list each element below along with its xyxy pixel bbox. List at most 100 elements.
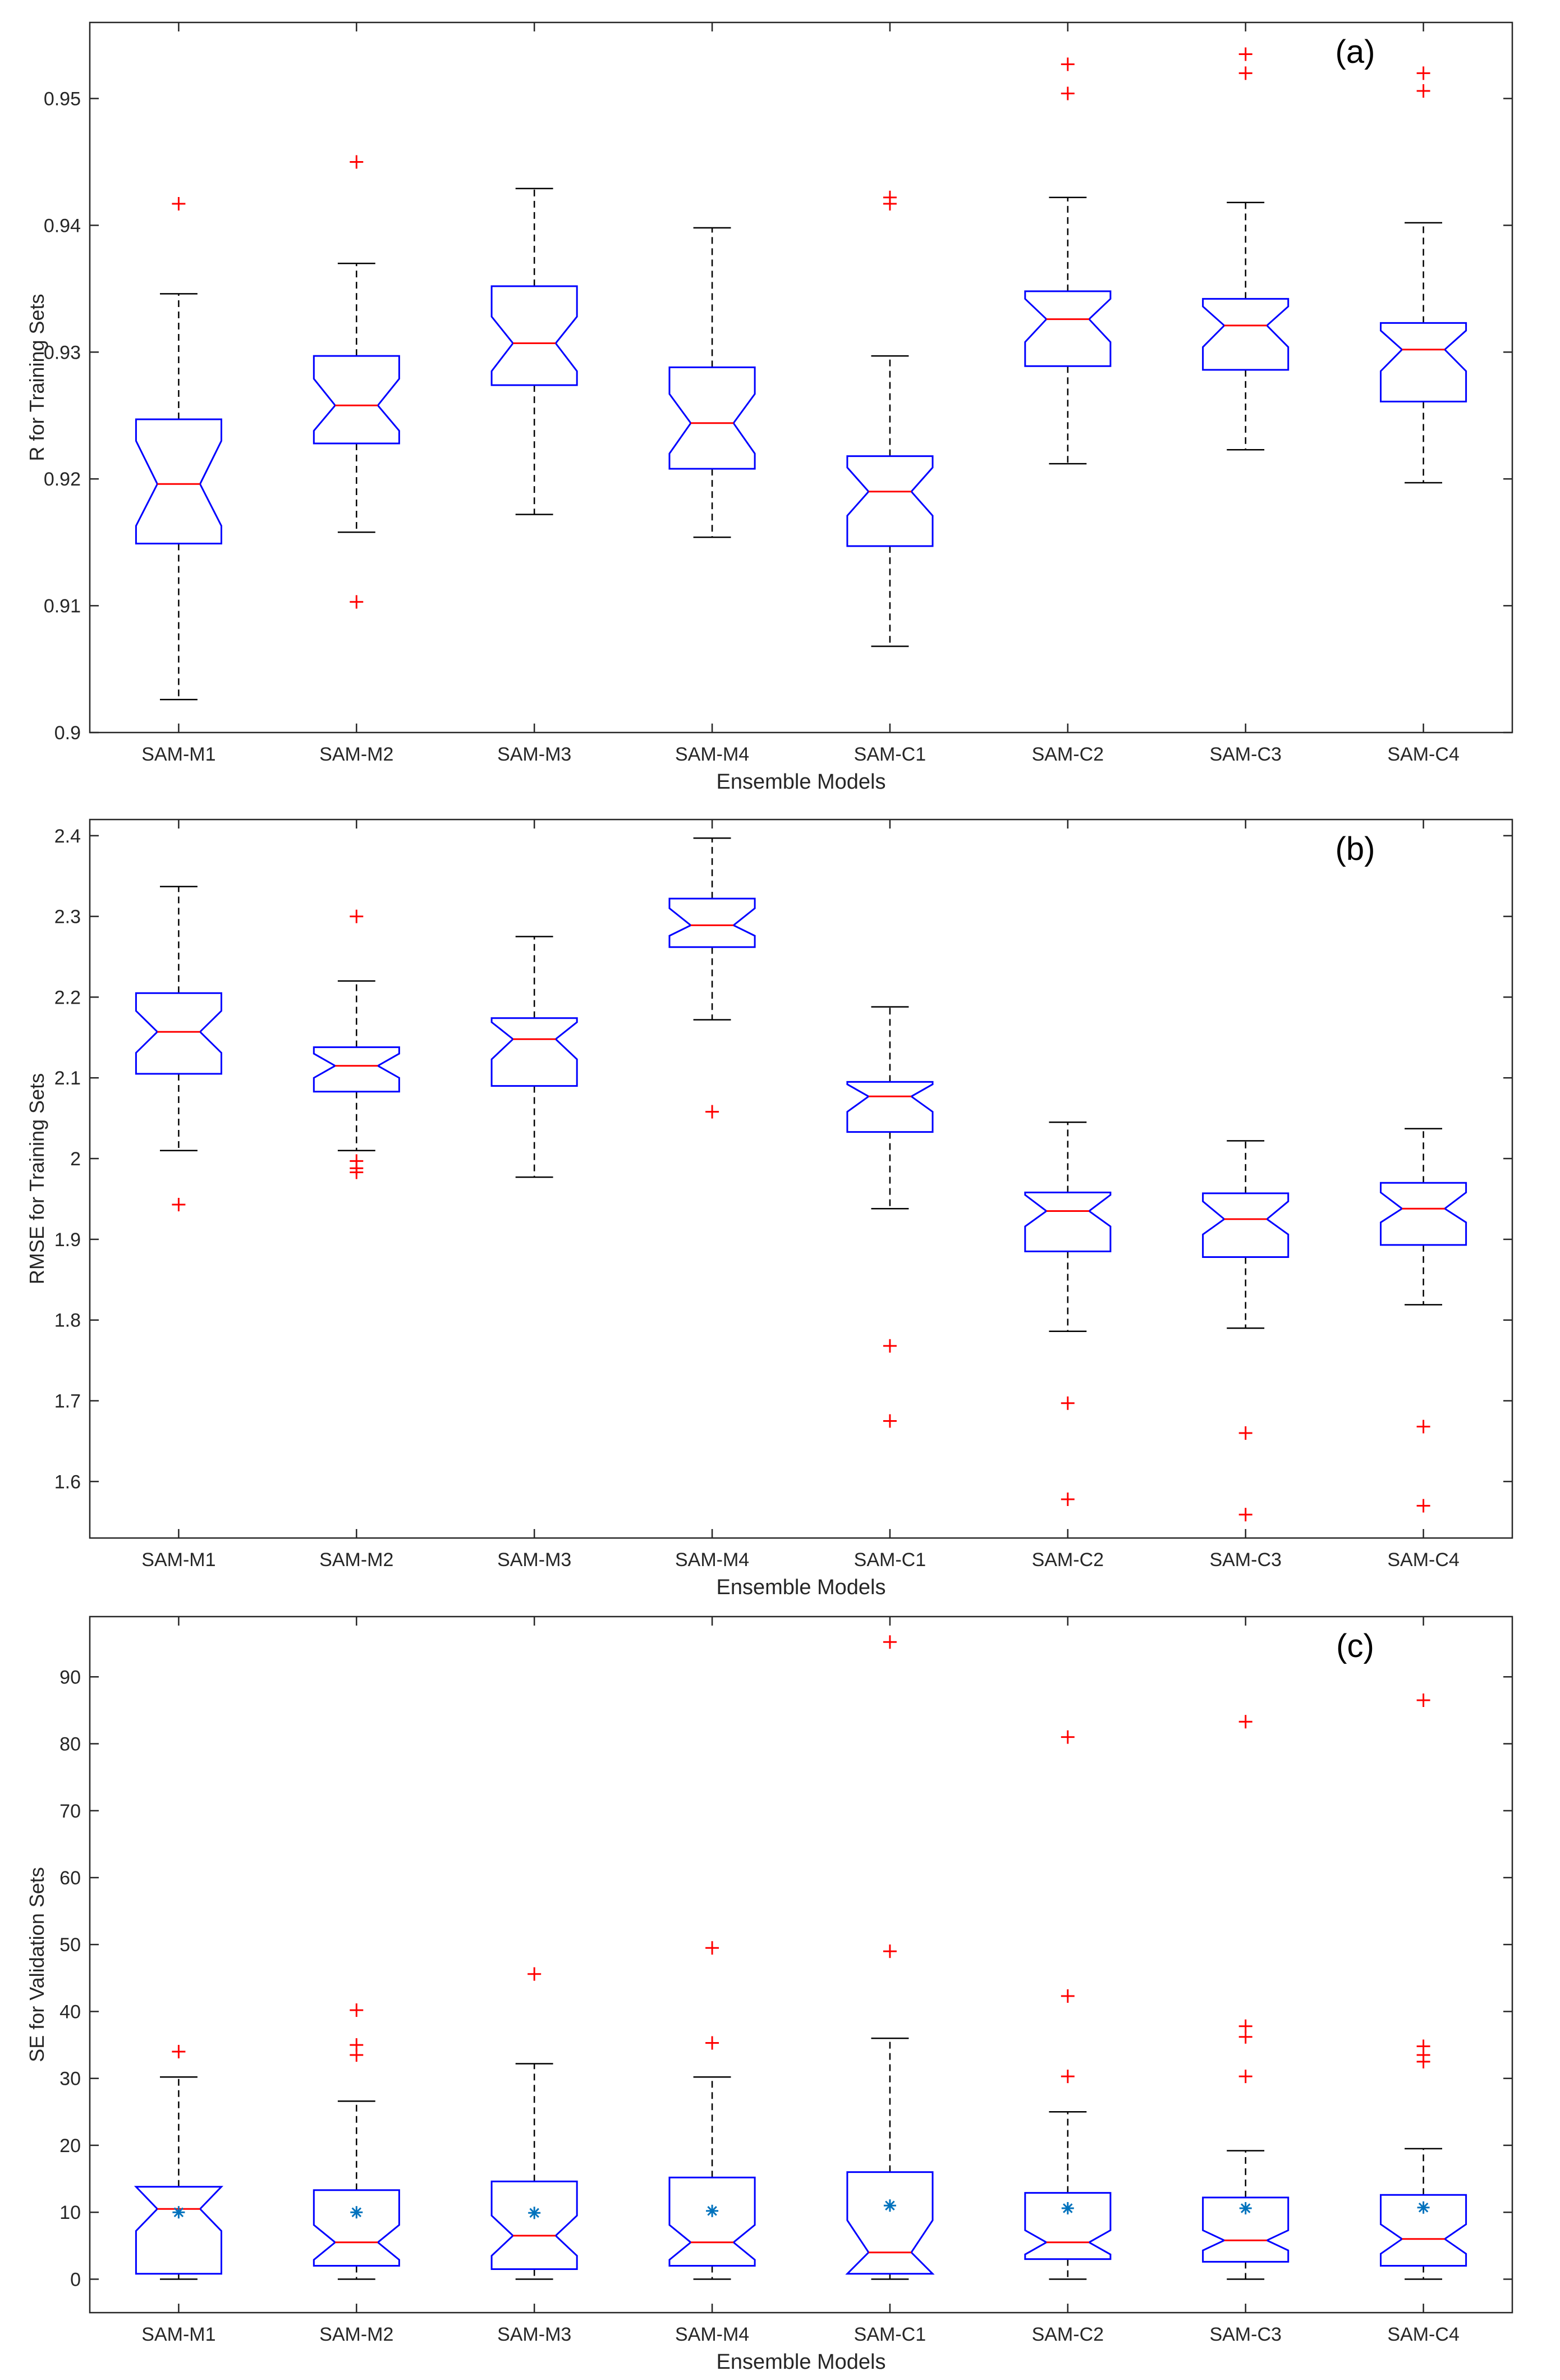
x-axis-label: Ensemble Models <box>716 770 885 794</box>
box-SAM-C1 <box>845 1635 935 2280</box>
outlier-point <box>527 1967 542 1981</box>
outlier-point <box>172 197 186 210</box>
box-SAM-M4 <box>668 1941 756 2280</box>
notched-box <box>845 2171 935 2275</box>
outlier-point <box>172 2045 186 2058</box>
outlier-point <box>883 1414 897 1428</box>
notched-box <box>1202 1192 1290 1258</box>
y-tick-label: 2.4 <box>54 826 81 847</box>
box-SAM-C2 <box>1024 1122 1112 1506</box>
outlier-point <box>1238 47 1252 61</box>
outlier-point <box>350 909 364 923</box>
x-tick-label: SAM-M1 <box>141 1549 215 1571</box>
box-SAM-M4 <box>668 227 756 538</box>
x-tick-label: SAM-M4 <box>675 2324 749 2345</box>
box-SAM-C4 <box>1380 1694 1467 2280</box>
mean-marker <box>1239 2202 1252 2214</box>
x-tick-label: SAM-C1 <box>854 1549 926 1571</box>
y-tick-label: 0.93 <box>44 342 81 363</box>
y-tick-label: 30 <box>59 2068 81 2090</box>
y-axis-label: SE for Validation Sets <box>25 1867 48 2062</box>
box-SAM-C3 <box>1202 1715 1290 2280</box>
box-SAM-M3 <box>490 936 578 1178</box>
x-tick-label: SAM-C4 <box>1387 2324 1459 2345</box>
outlier-point <box>1416 66 1430 80</box>
panel-label: (b) <box>1336 831 1375 867</box>
outlier-point <box>1238 2070 1252 2084</box>
panel-label: (a) <box>1336 34 1375 70</box>
outlier-point <box>1416 84 1430 98</box>
y-tick-label: 50 <box>59 1934 81 1956</box>
outlier-point <box>350 155 364 169</box>
mean-marker <box>1417 2201 1430 2214</box>
x-tick-label: SAM-M1 <box>141 744 215 765</box>
notched-box <box>668 366 756 470</box>
outlier-point <box>705 1941 719 1955</box>
box-SAM-M3 <box>490 1967 578 2280</box>
axes-frame <box>89 818 1513 1539</box>
x-tick-label: SAM-M2 <box>319 2324 393 2345</box>
outlier-point <box>1061 2070 1075 2084</box>
y-tick-label: 60 <box>59 1868 81 1889</box>
box-SAM-M2 <box>313 155 400 609</box>
box-SAM-M3 <box>490 187 578 515</box>
outlier-point <box>1238 2030 1252 2044</box>
notched-box <box>1202 2196 1290 2263</box>
outlier-point <box>705 1105 719 1119</box>
notched-box <box>1380 1182 1467 1246</box>
mean-marker-stroke <box>351 2207 362 2217</box>
mean-marker-stroke <box>885 2200 895 2210</box>
box-SAM-C4 <box>1380 1128 1467 1513</box>
outlier-point <box>705 2036 719 2050</box>
mean-marker <box>706 2204 719 2217</box>
x-tick-label: SAM-M3 <box>497 1549 571 1571</box>
box-SAM-M1 <box>135 886 222 1211</box>
notched-box <box>668 898 756 948</box>
y-axis-label: RMSE for Training Sets <box>25 1073 48 1284</box>
y-tick-label: 90 <box>59 1667 81 1688</box>
y-tick-label: 20 <box>59 2135 81 2157</box>
x-axis-label: Ensemble Models <box>716 2350 885 2374</box>
notched-box <box>846 1081 934 1133</box>
notched-box <box>1024 2192 1112 2260</box>
x-tick-label: SAM-M1 <box>141 2324 215 2345</box>
notched-box <box>313 1046 400 1093</box>
outlier-point <box>1238 66 1252 80</box>
y-tick-label: 10 <box>59 2202 81 2223</box>
box-SAM-C1 <box>846 190 934 647</box>
x-tick-label: SAM-C1 <box>854 2324 926 2345</box>
outlier-point <box>1416 2054 1430 2068</box>
box-SAM-C1 <box>846 1006 934 1428</box>
notched-box <box>1024 290 1112 367</box>
y-tick-label: 0.92 <box>44 469 81 490</box>
notched-box <box>1380 2194 1467 2267</box>
x-tick-label: SAM-M3 <box>497 744 571 765</box>
mean-marker-stroke <box>173 2207 184 2217</box>
x-tick-label: SAM-M2 <box>319 1549 393 1571</box>
x-tick-label: SAM-M3 <box>497 2324 571 2345</box>
outlier-point <box>883 1944 897 1958</box>
box-SAM-M1 <box>135 197 222 701</box>
mean-marker-stroke <box>1240 2203 1251 2213</box>
outlier-point <box>1061 57 1075 71</box>
chart-panel-3: 0 10 20 30 40 50 60 70 80 90 SAM-M1 SAM-M2 SAM-M3 SAM… <box>25 1615 1513 2374</box>
outlier-point <box>883 197 897 210</box>
y-tick-label: 1.9 <box>54 1229 81 1251</box>
outlier-point <box>1061 1730 1075 1744</box>
axes-frame <box>89 21 1513 734</box>
outlier-point <box>1238 1426 1252 1440</box>
notched-box <box>1202 298 1290 371</box>
x-tick-label: SAM-M4 <box>675 1549 749 1571</box>
outlier-point <box>1061 1396 1075 1410</box>
notched-box <box>490 285 578 386</box>
y-tick-label: 1.6 <box>54 1471 81 1493</box>
box-SAM-M1 <box>134 2045 224 2280</box>
x-tick-label: SAM-C3 <box>1209 2324 1281 2345</box>
box-SAM-C4 <box>1380 66 1467 484</box>
y-tick-label: 0 <box>70 2269 81 2290</box>
y-tick-label: 80 <box>59 1734 81 1755</box>
mean-marker <box>172 2206 185 2219</box>
outlier-point <box>350 595 364 609</box>
outlier-point <box>350 2048 364 2062</box>
